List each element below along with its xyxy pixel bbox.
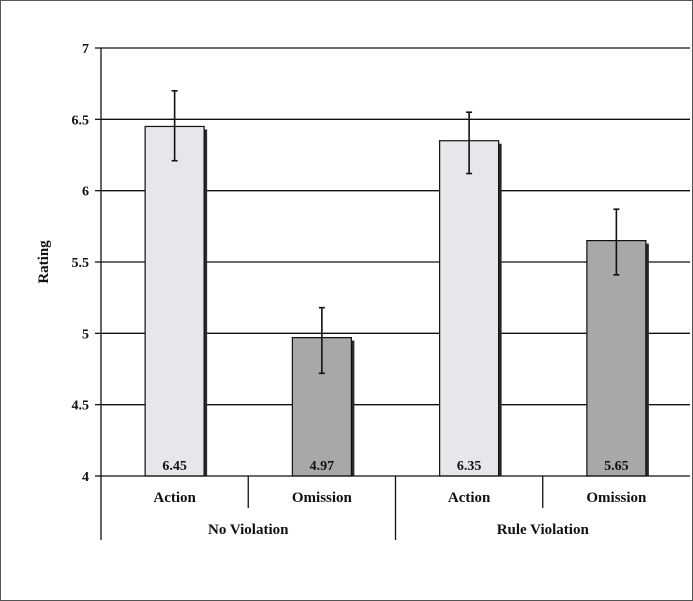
bar [586, 240, 647, 477]
y-tick-label: 6.5 [72, 113, 90, 128]
axes [95, 47, 690, 540]
y-tick-label: 5 [82, 327, 89, 342]
y-tick-label: 7 [82, 42, 89, 57]
x-category-label: Action [448, 490, 491, 506]
x-category-label: Action [153, 490, 196, 506]
x-group-label: No Violation [208, 522, 289, 538]
bar-value-label: 6.45 [162, 459, 187, 474]
bar-value-label: 6.35 [457, 459, 482, 474]
bar [144, 125, 205, 477]
x-category-label: Omission [292, 490, 353, 506]
bars: 6.45 4.97 6.35 5.65 [144, 90, 649, 477]
y-tick-labels: 4 4.5 5 5.5 6 6.5 7 [72, 42, 90, 485]
y-tick-label: 5.5 [72, 256, 90, 271]
y-tick-label: 4.5 [72, 399, 90, 414]
x-category-labels: Action Omission Action Omission [153, 490, 647, 506]
x-group-label: Rule Violation [497, 522, 590, 538]
bar-value-label: 5.65 [604, 459, 629, 474]
bar-value-label: 4.97 [310, 459, 335, 474]
y-tick-label: 6 [82, 185, 89, 200]
y-tick-label: 4 [82, 470, 89, 485]
y-axis-label: Rating [36, 240, 52, 284]
x-group-labels: No Violation Rule Violation [208, 522, 589, 538]
x-category-label: Omission [586, 490, 647, 506]
bar [439, 140, 500, 477]
